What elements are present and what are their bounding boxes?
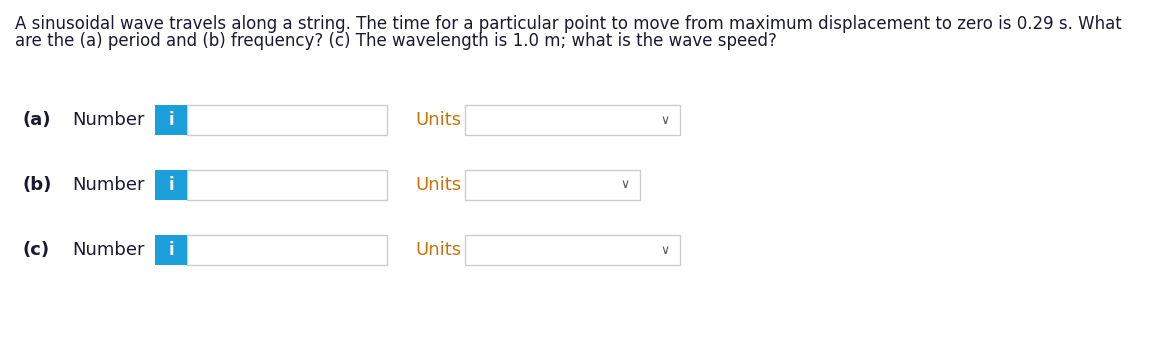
Text: ∨: ∨ (661, 114, 669, 126)
Text: Units: Units (415, 176, 461, 194)
Text: are the (a) period and (b) frequency? (c) The wavelength is 1.0 m; what is the w: are the (a) period and (b) frequency? (c… (15, 32, 777, 50)
FancyBboxPatch shape (155, 170, 188, 200)
Text: (b): (b) (22, 176, 52, 194)
Text: (a): (a) (22, 111, 50, 129)
Text: ∨: ∨ (661, 243, 669, 256)
FancyBboxPatch shape (465, 170, 640, 200)
Text: i: i (169, 241, 173, 259)
FancyBboxPatch shape (188, 105, 387, 135)
Text: Number: Number (71, 241, 144, 259)
FancyBboxPatch shape (188, 170, 387, 200)
Text: Number: Number (71, 176, 144, 194)
Text: Units: Units (415, 111, 461, 129)
Text: (c): (c) (22, 241, 49, 259)
Text: Number: Number (71, 111, 144, 129)
FancyBboxPatch shape (465, 105, 680, 135)
Text: i: i (169, 111, 173, 129)
FancyBboxPatch shape (188, 235, 387, 265)
FancyBboxPatch shape (465, 235, 680, 265)
Text: ∨: ∨ (620, 178, 629, 191)
FancyBboxPatch shape (155, 105, 188, 135)
Text: Units: Units (415, 241, 461, 259)
Text: i: i (169, 176, 173, 194)
Text: A sinusoidal wave travels along a string. The time for a particular point to mov: A sinusoidal wave travels along a string… (15, 15, 1122, 33)
FancyBboxPatch shape (155, 235, 188, 265)
